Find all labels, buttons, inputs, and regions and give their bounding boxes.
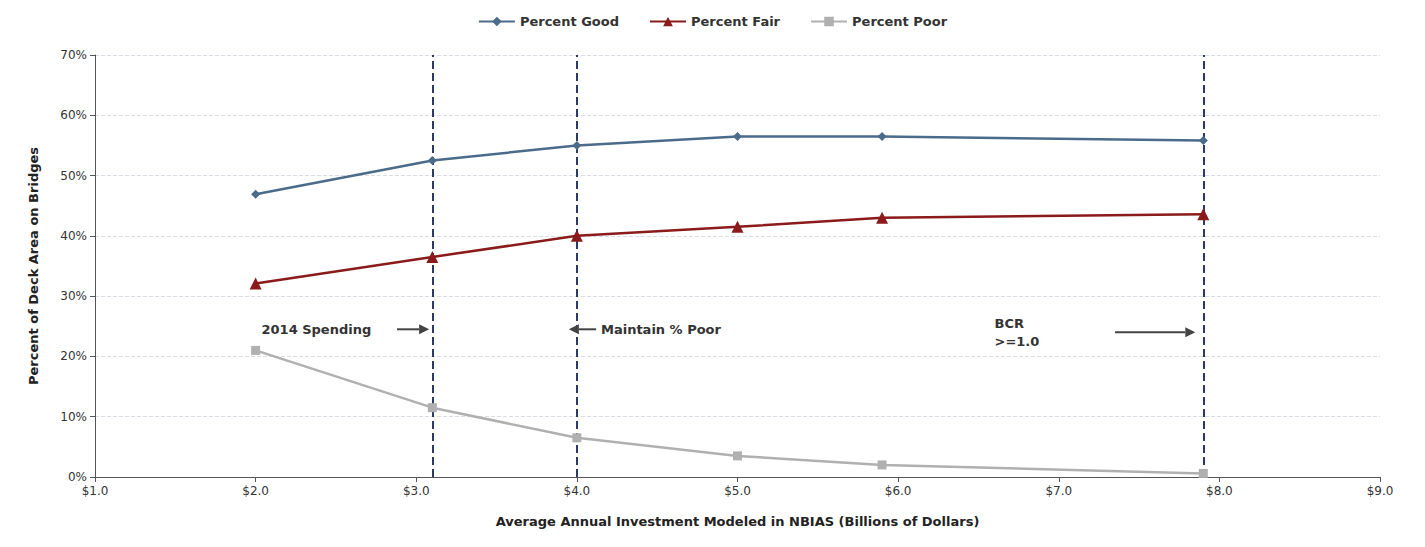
svg-text:$6.0: $6.0 (885, 484, 912, 498)
svg-text:50%: 50% (60, 169, 87, 183)
svg-text:$5.0: $5.0 (724, 484, 751, 498)
svg-text:$2.0: $2.0 (242, 484, 269, 498)
svg-text:$8.0: $8.0 (1206, 484, 1233, 498)
svg-text:>=1.0: >=1.0 (995, 334, 1040, 349)
svg-text:2014 Spending: 2014 Spending (261, 322, 371, 337)
svg-text:Average Annual Investment Mode: Average Annual Investment Modeled in NBI… (496, 514, 980, 529)
svg-text:10%: 10% (60, 410, 87, 424)
svg-text:$1.0: $1.0 (82, 484, 109, 498)
svg-text:Percent Fair: Percent Fair (691, 14, 781, 29)
svg-text:Percent Good: Percent Good (520, 14, 619, 29)
svg-text:40%: 40% (60, 229, 87, 243)
svg-text:0%: 0% (68, 470, 87, 484)
svg-text:Maintain % Poor: Maintain % Poor (601, 322, 722, 337)
svg-text:20%: 20% (60, 349, 87, 363)
svg-text:$7.0: $7.0 (1045, 484, 1072, 498)
svg-text:70%: 70% (60, 48, 87, 62)
svg-text:$3.0: $3.0 (403, 484, 430, 498)
svg-text:30%: 30% (60, 289, 87, 303)
svg-text:BCR: BCR (995, 316, 1024, 331)
svg-text:60%: 60% (60, 108, 87, 122)
svg-text:$9.0: $9.0 (1367, 484, 1394, 498)
svg-text:$4.0: $4.0 (564, 484, 591, 498)
svg-text:Percent Poor: Percent Poor (852, 14, 948, 29)
svg-text:Percent of Deck Area on Bridge: Percent of Deck Area on Bridges (26, 147, 41, 385)
